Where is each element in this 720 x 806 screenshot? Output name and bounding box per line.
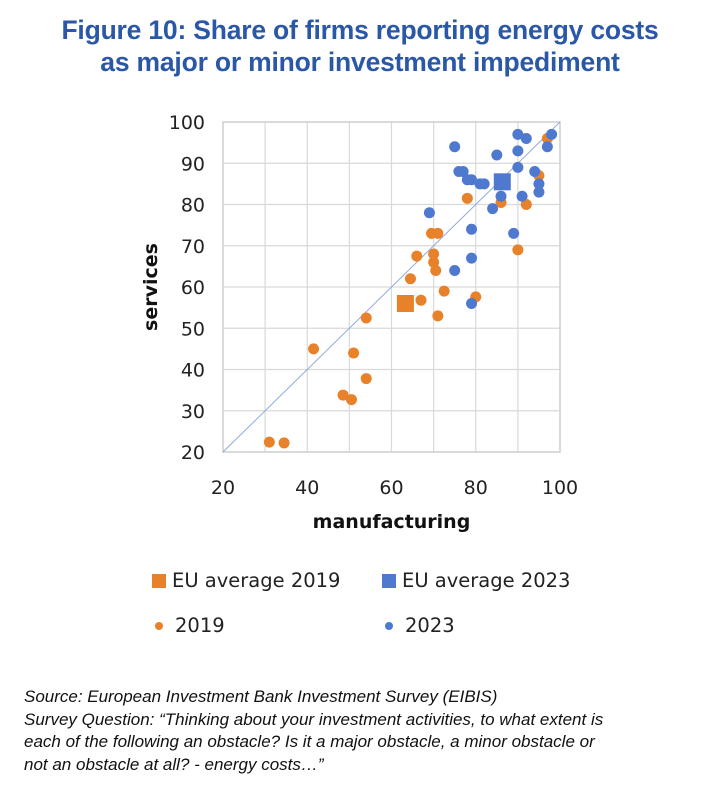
y-axis-label: services bbox=[140, 243, 162, 331]
point-2023 bbox=[529, 166, 541, 177]
legend-item-eu-avg-2023: EU average 2023 bbox=[382, 569, 570, 592]
survey-question-line: not an obstacle at all? - energy costs…” bbox=[24, 754, 324, 774]
point-2023 bbox=[491, 149, 503, 161]
title-line-2: as major or minor investment impediment bbox=[100, 47, 620, 77]
eu-average-2023-marker bbox=[493, 173, 511, 191]
point-2019 bbox=[345, 394, 357, 406]
legend-label: 2023 bbox=[405, 614, 455, 637]
point-2023 bbox=[466, 252, 478, 264]
source-note: Source: European Investment Bank Investm… bbox=[24, 686, 704, 776]
y-tick-label: 40 bbox=[181, 360, 205, 382]
point-2019 bbox=[428, 248, 440, 260]
source-line: Source: European Investment Bank Investm… bbox=[24, 687, 498, 706]
figure-title: Figure 10: Share of firms reporting ener… bbox=[0, 14, 720, 78]
x-tick-label: 100 bbox=[542, 477, 578, 499]
y-tick-label: 80 bbox=[181, 195, 205, 217]
point-2019 bbox=[430, 265, 442, 276]
point-2023 bbox=[546, 128, 558, 140]
point-2019 bbox=[461, 192, 473, 204]
point-2023 bbox=[487, 203, 499, 215]
x-tick-labels: 20 40 60 80 100 bbox=[211, 477, 578, 499]
survey-question-line: each of the following an obstacle? Is it… bbox=[24, 732, 595, 751]
x-axis-label: manufacturing bbox=[313, 511, 471, 533]
point-2023 bbox=[423, 207, 435, 219]
point-2019 bbox=[308, 343, 320, 355]
legend-label: EU average 2019 bbox=[172, 569, 341, 592]
point-2023 bbox=[512, 145, 524, 157]
eu-average-2019-marker bbox=[396, 295, 414, 312]
point-2019 bbox=[360, 373, 372, 385]
y-tick-label: 90 bbox=[181, 153, 205, 175]
title-line-1: Figure 10: Share of firms reporting ener… bbox=[61, 15, 659, 45]
blue-dot-icon bbox=[385, 621, 393, 630]
orange-dot-icon bbox=[155, 621, 163, 630]
point-2019 bbox=[348, 347, 360, 359]
point-2023 bbox=[449, 265, 461, 276]
orange-square-icon bbox=[152, 573, 166, 588]
legend-item-2023: 2023 bbox=[382, 614, 455, 637]
legend-item-2019: 2019 bbox=[152, 614, 225, 637]
x-tick-label: 80 bbox=[464, 477, 488, 499]
point-2023 bbox=[508, 227, 520, 239]
point-2023 bbox=[533, 186, 545, 198]
y-tick-label: 70 bbox=[181, 236, 205, 258]
legend-label: EU average 2023 bbox=[402, 569, 571, 592]
point-2019 bbox=[432, 227, 444, 239]
point-2023 bbox=[541, 141, 553, 153]
x-tick-label: 20 bbox=[211, 477, 235, 499]
y-tick-label: 20 bbox=[181, 442, 205, 464]
legend-item-eu-avg-2019: EU average 2019 bbox=[152, 569, 340, 592]
survey-question-line: Survey Question: “Thinking about your in… bbox=[24, 709, 604, 729]
point-2023 bbox=[466, 223, 478, 235]
point-2019 bbox=[512, 244, 524, 256]
y-tick-label: 30 bbox=[181, 401, 205, 423]
point-2019 bbox=[278, 437, 290, 449]
point-2023 bbox=[512, 128, 524, 140]
point-2023 bbox=[466, 298, 478, 309]
scatter-chart: 20 40 60 80 100 20 30 40 50 60 70 80 90 100 manufact… bbox=[140, 112, 578, 533]
point-2023 bbox=[466, 174, 478, 186]
point-2019 bbox=[520, 199, 532, 210]
point-2019 bbox=[438, 285, 450, 297]
y-tick-label: 100 bbox=[169, 112, 205, 134]
y-tick-label: 50 bbox=[181, 318, 205, 340]
point-2023 bbox=[512, 161, 524, 173]
point-2019 bbox=[428, 256, 440, 268]
point-2023 bbox=[520, 133, 532, 144]
point-2023 bbox=[533, 178, 545, 190]
x-tick-label: 60 bbox=[379, 477, 403, 499]
y-tick-label: 60 bbox=[181, 277, 205, 299]
point-2019 bbox=[337, 389, 349, 401]
data-marks bbox=[263, 128, 558, 449]
plot-frame bbox=[222, 121, 561, 453]
point-2019 bbox=[415, 294, 427, 306]
legend-label: 2019 bbox=[175, 614, 225, 637]
point-2023 bbox=[449, 141, 461, 153]
point-2019 bbox=[360, 312, 372, 324]
point-2019 bbox=[263, 436, 275, 448]
point-2023 bbox=[516, 190, 528, 202]
point-2019 bbox=[432, 310, 444, 322]
blue-square-icon bbox=[382, 573, 396, 588]
point-2023 bbox=[495, 190, 507, 202]
point-2019 bbox=[404, 273, 416, 285]
point-2023 bbox=[478, 178, 490, 190]
point-2023 bbox=[457, 166, 469, 177]
y-tick-labels: 20 30 40 50 60 70 80 90 100 bbox=[169, 112, 205, 464]
point-2019 bbox=[411, 250, 423, 262]
x-tick-label: 40 bbox=[295, 477, 319, 499]
